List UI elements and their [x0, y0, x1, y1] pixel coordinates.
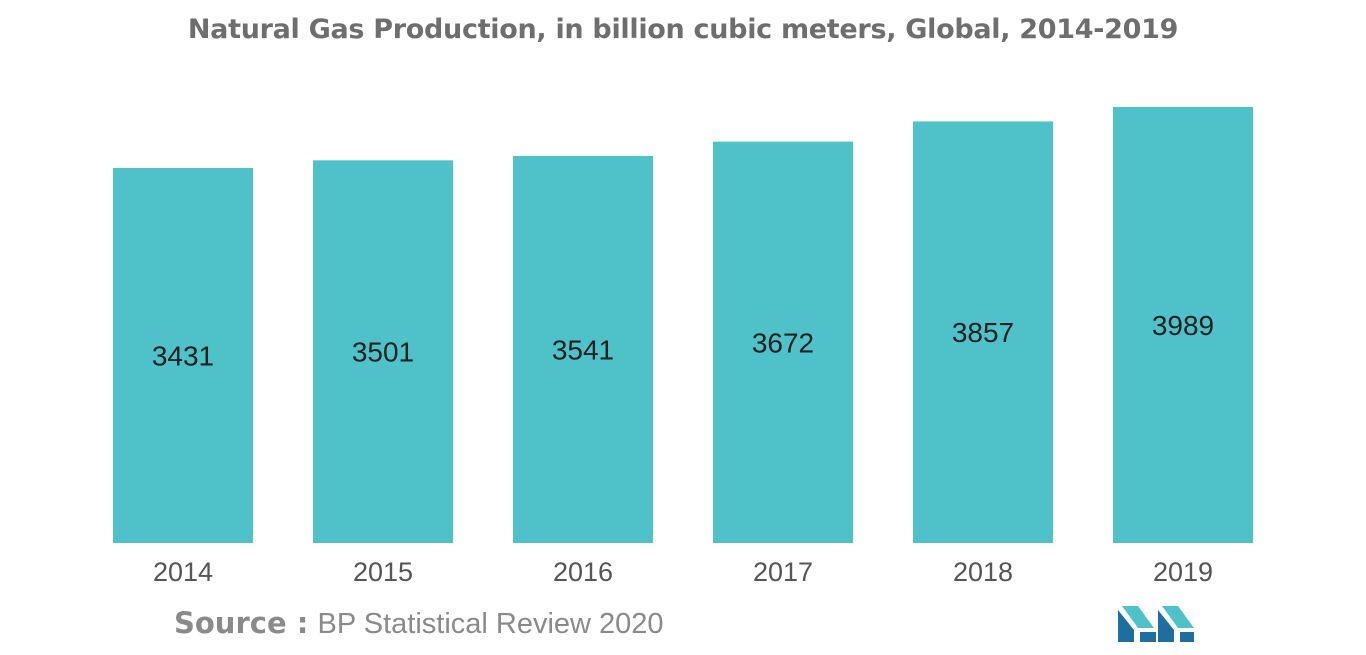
value-label-2017: 3672 — [752, 327, 814, 358]
x-tick-label-2015: 2015 — [353, 557, 413, 587]
value-label-2018: 3857 — [952, 317, 1014, 348]
chart-title: Natural Gas Production, in billion cubic… — [187, 14, 1179, 45]
value-label-2015: 3501 — [352, 337, 414, 368]
value-label-2014: 3431 — [152, 340, 214, 371]
bars-group — [113, 107, 1253, 543]
source-note: Source : BP Statistical Review 2020 — [174, 606, 664, 641]
bar-2015 — [313, 160, 453, 543]
bar-2017 — [713, 141, 853, 543]
bar-2014 — [113, 167, 253, 543]
mordor-intelligence-logo-icon — [1118, 606, 1194, 642]
value-labels-group: 3431 3501 3541 3672 3857 3989 — [152, 310, 1214, 371]
source-label: Source : — [174, 606, 309, 640]
bar-chart: 3431 3501 3541 3672 3857 3989 2014 2015 2016 201… — [113, 107, 1253, 587]
value-label-2019: 3989 — [1152, 310, 1214, 341]
x-tick-label-2018: 2018 — [953, 557, 1013, 587]
bar-2019 — [1113, 107, 1253, 543]
x-tick-labels-group: 2014 2015 2016 2017 2018 2019 — [153, 557, 1213, 587]
x-tick-label-2017: 2017 — [753, 557, 813, 587]
x-tick-label-2016: 2016 — [553, 557, 613, 587]
source-text: BP Statistical Review 2020 — [317, 608, 664, 640]
value-label-2016: 3541 — [552, 334, 614, 365]
x-tick-label-2014: 2014 — [153, 557, 213, 587]
x-tick-label-2019: 2019 — [1153, 557, 1213, 587]
bar-2018 — [913, 121, 1053, 543]
bar-2016 — [513, 155, 653, 543]
